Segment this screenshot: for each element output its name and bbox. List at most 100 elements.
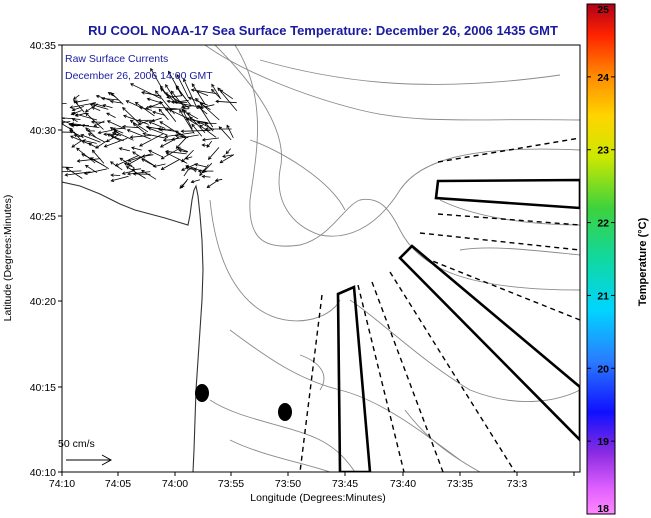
current-vector-head	[130, 146, 135, 150]
current-vector-head	[113, 130, 118, 134]
current-vector	[202, 144, 209, 146]
current-vector	[80, 134, 101, 143]
current-vector-head	[58, 116, 61, 119]
y-tick-label: 40:15	[30, 382, 56, 394]
colorbar-tick-label: 25	[597, 4, 609, 16]
current-vector-head	[82, 139, 86, 143]
current-vector-head	[211, 83, 215, 88]
contour-line	[259, 59, 561, 85]
current-vector-head	[151, 110, 156, 115]
current-vector	[71, 112, 98, 121]
current-vector	[226, 125, 234, 138]
current-vector	[151, 117, 162, 122]
current-vector-head	[130, 83, 134, 87]
current-vector	[197, 122, 217, 124]
current-vector	[152, 111, 166, 116]
current-vector	[161, 148, 179, 160]
current-vector	[159, 121, 187, 139]
current-vector-head	[181, 158, 185, 163]
y-tick-label: 40:30	[30, 125, 56, 137]
current-vector-head	[90, 157, 94, 161]
current-vector	[123, 115, 149, 125]
current-vector	[84, 168, 108, 175]
current-vector	[85, 127, 97, 138]
current-vector	[178, 149, 188, 153]
current-vector	[127, 129, 151, 140]
current-vector-head	[125, 166, 130, 170]
current-vector-head	[141, 91, 145, 95]
current-vector-head	[114, 163, 119, 167]
current-vector	[126, 100, 141, 108]
current-vector	[202, 176, 211, 178]
current-vector-head	[180, 129, 185, 134]
current-vector-head	[160, 156, 165, 160]
current-vector	[208, 147, 220, 160]
current-vector-head	[219, 159, 224, 164]
dashed-line	[437, 137, 580, 163]
contour-line	[209, 399, 356, 472]
current-vector-head	[179, 109, 183, 114]
colorbar: 25 24 23 22 21 20 19 18 Temperature (°C)	[586, 3, 649, 515]
current-vector	[176, 138, 186, 149]
current-vector-head	[59, 117, 62, 120]
lane-polygon	[336, 285, 372, 472]
scale-arrow: 50 cm/s	[58, 438, 113, 466]
current-vector-head	[201, 174, 206, 179]
current-vector-head	[85, 127, 89, 131]
current-vector	[148, 106, 178, 110]
current-vector	[187, 112, 199, 120]
current-vector	[202, 137, 219, 141]
current-vector	[130, 83, 161, 99]
current-vector	[65, 171, 91, 176]
scale-arrow-label: 50 cm/s	[58, 438, 95, 450]
current-vector	[98, 129, 113, 134]
current-vector-head	[84, 164, 89, 169]
y-axis-label: Latitude (Degrees:Minutes)	[2, 195, 14, 322]
current-vector-head	[199, 172, 203, 177]
current-vector	[122, 107, 142, 126]
y-tick-label: 40:20	[30, 296, 56, 308]
current-vector-head	[176, 73, 180, 78]
lane-polygon	[398, 244, 580, 442]
current-vector-head	[160, 166, 165, 170]
current-vector	[163, 139, 173, 141]
current-vector	[62, 166, 74, 168]
current-vector	[194, 163, 207, 168]
current-vector	[135, 102, 155, 117]
current-vector	[107, 120, 126, 130]
current-vector-head	[121, 124, 126, 129]
current-vector-head	[109, 161, 114, 165]
contour-line	[249, 139, 346, 211]
current-vector	[165, 150, 187, 155]
current-vector	[139, 133, 164, 147]
current-vector-head	[150, 67, 154, 72]
station-marker	[195, 384, 209, 402]
current-vector	[159, 101, 177, 123]
current-vector	[148, 121, 166, 129]
current-vector	[165, 132, 194, 137]
current-vector-head	[141, 154, 146, 158]
current-vector-head	[125, 100, 130, 104]
current-vector	[199, 125, 217, 138]
colorbar-gradient	[586, 3, 616, 515]
current-vector	[85, 103, 99, 113]
current-vector-head	[89, 103, 94, 107]
surface-current-vectors	[58, 67, 238, 189]
current-vector	[161, 159, 180, 170]
current-vector	[165, 84, 177, 102]
current-vector	[73, 94, 80, 100]
current-vector	[215, 100, 237, 104]
current-vector	[222, 154, 233, 157]
contour-line	[299, 354, 325, 391]
current-vector	[126, 166, 146, 179]
colorbar-ticks: 25 24 23 22 21 20 19 18	[587, 3, 615, 515]
current-vector-head	[164, 134, 169, 138]
current-vector	[167, 100, 196, 107]
current-vector	[183, 110, 206, 133]
current-vector	[82, 140, 97, 144]
current-vector	[108, 92, 116, 98]
current-vector-head	[109, 99, 114, 104]
current-vector-head	[206, 184, 211, 188]
current-vector-head	[87, 133, 92, 137]
